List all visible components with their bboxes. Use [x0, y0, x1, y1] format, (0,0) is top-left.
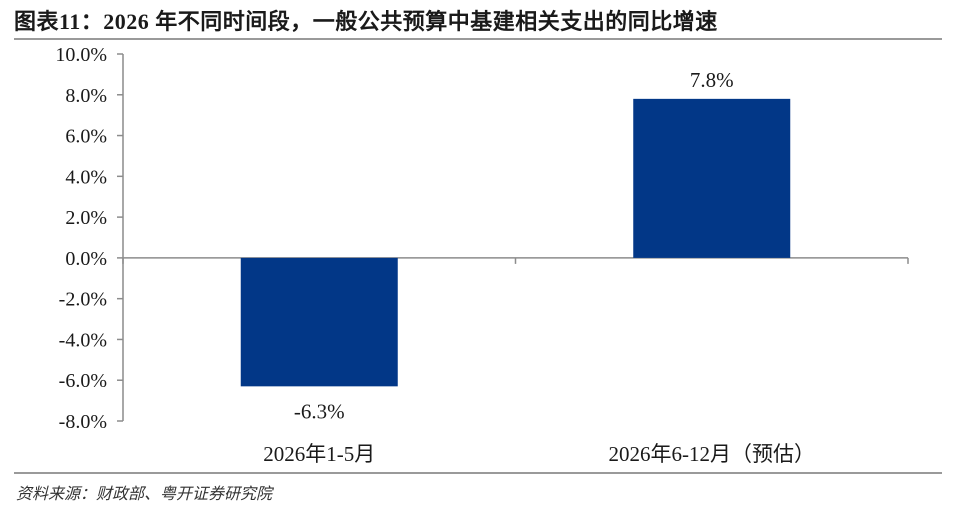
y-tick-label: 4.0%	[65, 166, 107, 188]
y-tick-label: 10.0%	[55, 44, 107, 66]
category-label: 2026年1-5月	[263, 442, 375, 466]
y-tick-label: -2.0%	[59, 289, 107, 311]
footer-rule	[14, 472, 942, 474]
bar-chart: 10.0% 8.0% 6.0% 4.0% 2.0% 0.0% -2.0% -4.0% -6.0%…	[55, 44, 909, 466]
category-label: 2026年6-12月（预估）	[609, 442, 816, 466]
data-label: 7.8%	[690, 68, 734, 92]
title-rule	[14, 38, 942, 40]
bar	[633, 98, 791, 258]
chart-title: 图表11：2026 年不同时间段，一般公共预算中基建相关支出的同比增速	[14, 9, 718, 34]
y-tick-label: -6.0%	[59, 370, 107, 392]
y-tick-label: 6.0%	[65, 126, 107, 148]
y-tick-label: -8.0%	[59, 411, 107, 433]
data-label: -6.3%	[294, 399, 345, 423]
y-tick-label: 2.0%	[65, 207, 107, 229]
y-tick-label: 8.0%	[65, 85, 107, 107]
bar	[240, 257, 398, 387]
y-tick-label: 0.0%	[65, 248, 107, 270]
y-tick-label: -4.0%	[59, 329, 107, 351]
source-note: 资料来源：财政部、粤开证券研究院	[16, 486, 273, 503]
